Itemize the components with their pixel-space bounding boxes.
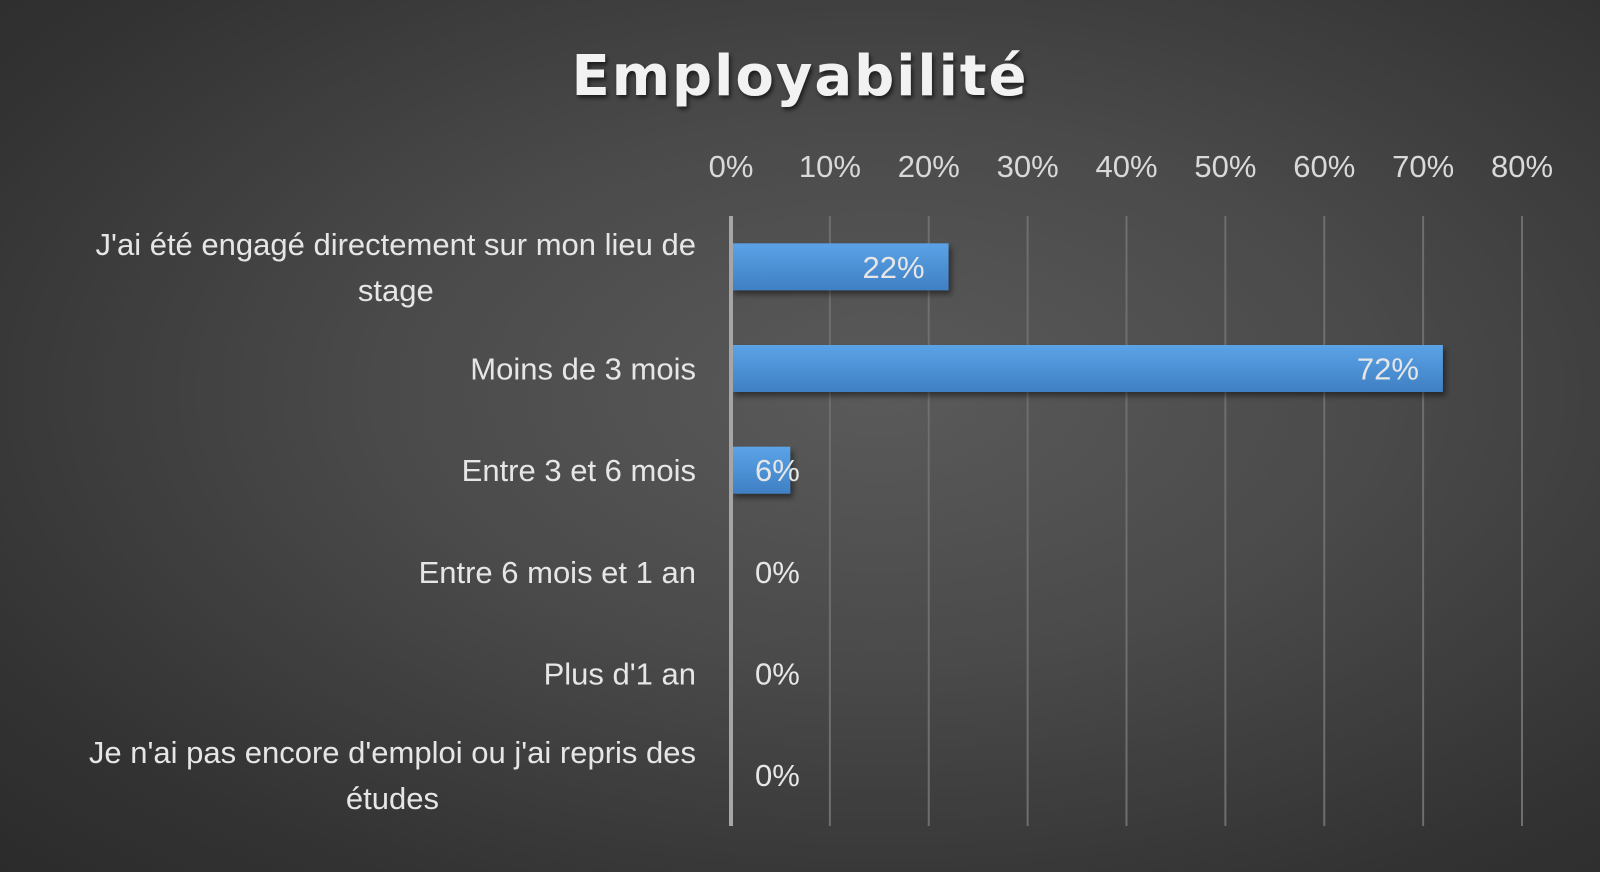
- category-label: Entre 6 mois et 1 an: [419, 555, 696, 590]
- x-tick-label: 0%: [709, 149, 754, 184]
- data-label: 22%: [862, 250, 924, 285]
- bars: [731, 243, 1443, 494]
- x-tick-label: 10%: [799, 149, 861, 184]
- category-label: Je n'ai pas encore d'emploi ou j'ai repr…: [89, 735, 696, 816]
- category-label-line: études: [346, 781, 439, 816]
- x-tick-label: 80%: [1491, 149, 1553, 184]
- gridlines: [828, 216, 1523, 826]
- bar: [731, 446, 791, 494]
- x-tick-label: 60%: [1293, 149, 1355, 184]
- data-label: 72%: [1357, 352, 1419, 387]
- category-label-line: Plus d'1 an: [544, 657, 696, 692]
- category-label: J'ai été engagé directement sur mon lieu…: [96, 227, 696, 308]
- x-tick-label: 30%: [997, 149, 1059, 184]
- category-label-line: Entre 3 et 6 mois: [462, 453, 696, 488]
- bar: [731, 345, 1443, 392]
- category-label: Moins de 3 mois: [470, 352, 696, 387]
- category-label-line: Moins de 3 mois: [470, 352, 696, 387]
- x-tick-label: 50%: [1194, 149, 1256, 184]
- data-label: 0%: [755, 758, 800, 793]
- data-label: 6%: [755, 453, 800, 488]
- x-axis-ticks: 0% 10% 20% 30% 40% 50% 60% 70% 80%: [709, 149, 1553, 184]
- data-label: 0%: [755, 555, 800, 590]
- x-tick-label: 40%: [1095, 149, 1157, 184]
- category-label-line: stage: [358, 273, 434, 308]
- bar: [731, 243, 949, 291]
- category-label-line: J'ai été engagé directement sur mon lieu…: [96, 227, 696, 262]
- category-label-line: Je n'ai pas encore d'emploi ou j'ai repr…: [89, 735, 696, 770]
- category-label: Entre 3 et 6 mois: [462, 453, 696, 488]
- x-tick-label: 20%: [898, 149, 960, 184]
- category-labels: J'ai été engagé directement sur mon lieu…: [89, 227, 696, 816]
- chart-title: Employabilité: [571, 44, 1028, 109]
- data-labels: 22% 72% 6% 0% 0% 0%: [755, 250, 1419, 793]
- data-label: 0%: [755, 657, 800, 692]
- category-label-line: Entre 6 mois et 1 an: [419, 555, 696, 590]
- category-label: Plus d'1 an: [544, 657, 696, 692]
- x-tick-label: 70%: [1392, 149, 1454, 184]
